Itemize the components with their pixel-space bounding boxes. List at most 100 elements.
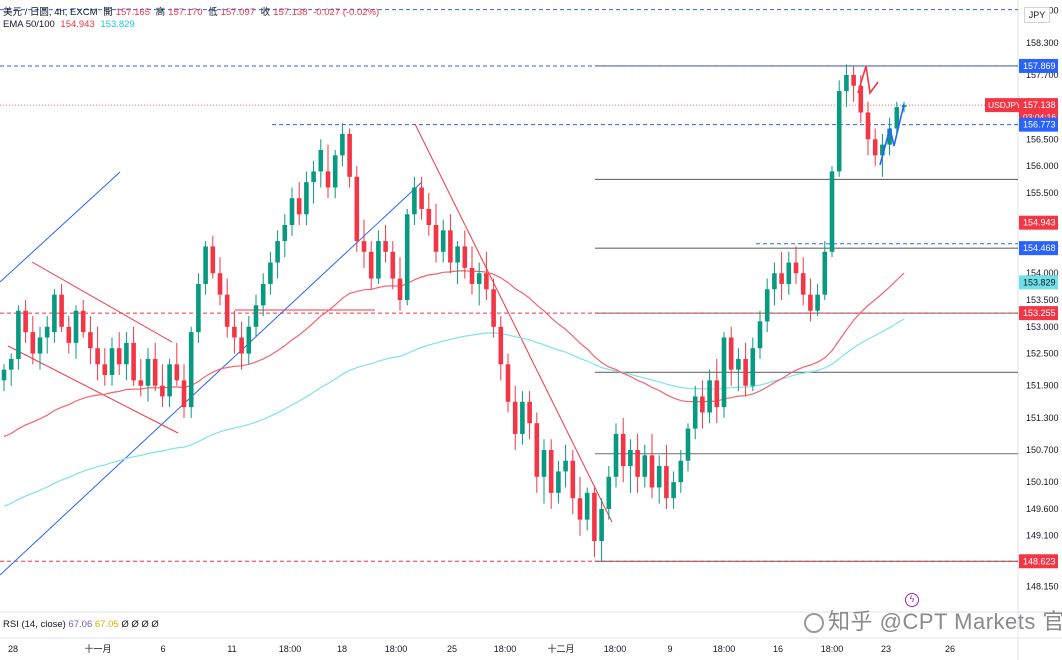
candle-body [304, 182, 309, 215]
price-badge [1019, 241, 1058, 256]
candle-body [23, 310, 28, 333]
candle-body [714, 380, 720, 408]
candle-body [116, 348, 122, 365]
candle-body [520, 401, 525, 434]
candle-body [584, 492, 590, 520]
candle-body [174, 364, 180, 381]
candle-body [124, 342, 129, 365]
ema50-line [3, 270, 905, 438]
candle-body [224, 294, 230, 327]
candle-body [8, 358, 14, 370]
rsi-legend[interactable]: RSI (14, close) 67.06 67.05 Ø Ø Ø Ø [3, 619, 159, 630]
candle-body [757, 321, 763, 349]
high-label: 高 [155, 7, 166, 18]
candle-body [498, 326, 504, 365]
candle-body [872, 139, 878, 156]
descending-channel-lower [7, 345, 179, 434]
candle-body [793, 262, 799, 274]
price-tick-label: 150.100 [1026, 477, 1059, 487]
candle-body [455, 246, 460, 263]
rsi-extra: Ø Ø Ø Ø [121, 619, 159, 630]
price-badge-text: 154.943 [1023, 218, 1056, 228]
candle-body [736, 358, 741, 370]
candle-body [52, 294, 57, 333]
candles [1, 64, 907, 562]
currency-button[interactable]: JPY [1024, 7, 1050, 23]
candle-body [66, 326, 72, 343]
drawn-patterns [857, 65, 905, 166]
candle-body [109, 348, 115, 375]
ema100-value: 153.829 [100, 19, 135, 30]
candle-body [196, 283, 201, 333]
price-tick-label: 157.700 [1026, 70, 1059, 80]
candle-body [275, 241, 280, 263]
candle-body [232, 326, 237, 338]
candle-body [642, 455, 648, 477]
price-badge-text: 148.623 [1023, 556, 1056, 566]
candle-body [800, 273, 806, 295]
candle-body [325, 171, 331, 188]
high-value: 157.170 [168, 7, 203, 18]
candle-body [181, 380, 187, 408]
candle-body [282, 225, 288, 242]
price-badge [1019, 275, 1058, 290]
candle-body [599, 508, 604, 542]
price-tick-label: 153.000 [1026, 322, 1059, 332]
candle-body [203, 246, 208, 284]
watermark: 知乎 @CPT Markets 官方 [804, 604, 1062, 636]
open-label: 開 [103, 7, 113, 18]
price-tick-label: 156.500 [1026, 134, 1059, 144]
price-tick-label: 158.300 [1026, 38, 1059, 48]
candle-body [376, 241, 381, 279]
candle-body [332, 155, 338, 188]
candle-body [1, 369, 7, 381]
candle-body [620, 433, 626, 467]
trend-lines [0, 123, 613, 576]
price-badge [1019, 58, 1058, 73]
alert-icon[interactable]: ϟ [905, 593, 919, 607]
candle-body [613, 433, 619, 477]
candle-body [102, 364, 108, 375]
candle-body [354, 176, 360, 242]
ema-legend[interactable]: EMA 50/100 154.943 153.829 [3, 19, 138, 30]
candle-body [822, 251, 828, 295]
candle-body [73, 310, 79, 343]
candle-body [606, 476, 612, 509]
candle-body [815, 294, 820, 311]
symbol-badge [985, 98, 1019, 113]
low-label: 低 [208, 7, 218, 18]
candle-body [894, 107, 900, 129]
candle-body [772, 273, 777, 290]
downtrend-line [414, 123, 613, 523]
time-tick-label: 25 [447, 644, 457, 654]
candle-body [707, 380, 712, 413]
low-value: 157.097 [220, 7, 255, 18]
candle-body [311, 171, 316, 183]
candle-body [368, 251, 374, 279]
price-axis[interactable]: 158.900158.300157.700157.100156.500156.0… [985, 6, 1059, 592]
price-badge-text: 156.773 [1023, 120, 1056, 130]
symbol-title[interactable]: 美元 / 日圆, 4h, EXCM [3, 7, 98, 18]
time-tick-label: 23 [881, 644, 891, 654]
rsi-label: RSI (14, close) [3, 619, 66, 630]
candle-body [664, 466, 669, 499]
candle-body [347, 133, 352, 177]
candle-body [390, 251, 396, 279]
price-tick-label: 151.900 [1026, 381, 1059, 391]
time-tick-label: 18 [337, 644, 347, 654]
ema100-line [3, 318, 905, 507]
candle-body [844, 75, 849, 92]
price-badge-text: 157.869 [1023, 61, 1056, 71]
price-tick-label: 149.600 [1026, 504, 1059, 514]
candle-body [167, 364, 172, 397]
candle-body [217, 273, 223, 295]
candle-body [743, 358, 748, 386]
candle-body [541, 450, 547, 477]
candle-body [592, 492, 597, 542]
time-axis[interactable]: 28 十一月 6 11 18:00 18 18:00 25 18:00 十二月 18:00 9 18:0… [8, 643, 955, 654]
candle-body [750, 348, 756, 386]
candle-body [426, 208, 432, 225]
candle-body [95, 348, 100, 365]
time-tick-label: 16 [773, 644, 783, 654]
